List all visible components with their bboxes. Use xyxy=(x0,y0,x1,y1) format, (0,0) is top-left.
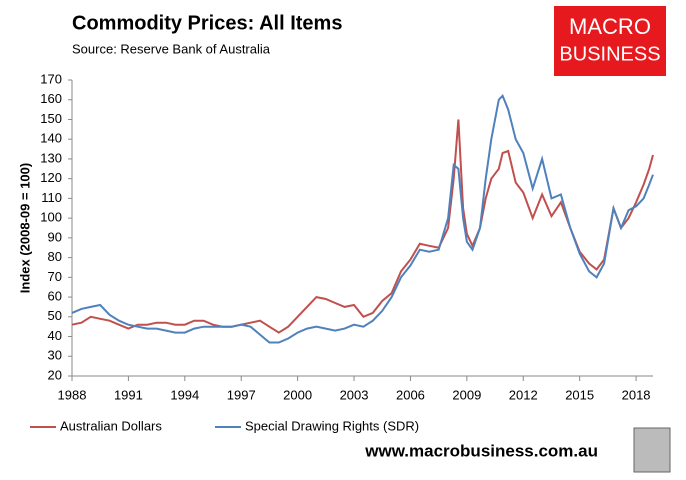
y-tick-label: 90 xyxy=(48,229,62,244)
x-tick-label: 2015 xyxy=(565,387,594,402)
y-tick-label: 60 xyxy=(48,289,62,304)
y-tick-label: 70 xyxy=(48,269,62,284)
x-tick-label: 1994 xyxy=(170,387,199,402)
y-tick-label: 100 xyxy=(40,210,62,225)
wolf-icon xyxy=(633,427,671,473)
legend-label: Special Drawing Rights (SDR) xyxy=(245,418,419,433)
x-tick-label: 2012 xyxy=(509,387,538,402)
logo-text: BUSINESS xyxy=(559,43,660,65)
chart-subtitle: Source: Reserve Bank of Australia xyxy=(72,41,271,56)
series-line xyxy=(71,119,654,334)
x-tick-label: 1988 xyxy=(58,387,87,402)
footer-url: www.macrobusiness.com.au xyxy=(364,441,598,460)
y-tick-label: 80 xyxy=(48,249,62,264)
x-tick-label: 1991 xyxy=(114,387,143,402)
y-tick-label: 140 xyxy=(40,131,62,146)
y-tick-label: 160 xyxy=(40,91,62,106)
x-tick-label: 1997 xyxy=(227,387,256,402)
x-tick-label: 2009 xyxy=(452,387,481,402)
y-tick-label: 40 xyxy=(48,328,62,343)
y-tick-label: 30 xyxy=(48,348,62,363)
y-tick-label: 50 xyxy=(48,308,62,323)
series-line xyxy=(71,94,654,344)
legend-label: Australian Dollars xyxy=(60,418,162,433)
y-tick-label: 170 xyxy=(40,71,62,86)
x-tick-label: 2000 xyxy=(283,387,312,402)
x-tick-label: 2018 xyxy=(622,387,651,402)
y-axis-label: Index (2008-09 = 100) xyxy=(17,163,32,293)
logo-text: MACRO xyxy=(569,14,651,39)
y-tick-label: 130 xyxy=(40,150,62,165)
y-tick-label: 20 xyxy=(48,367,62,382)
y-tick-label: 120 xyxy=(40,170,62,185)
y-tick-label: 150 xyxy=(40,111,62,126)
chart-title: Commodity Prices: All Items xyxy=(72,12,342,34)
logo-box xyxy=(554,6,666,76)
x-tick-label: 2003 xyxy=(340,387,369,402)
x-tick-label: 2006 xyxy=(396,387,425,402)
y-tick-label: 110 xyxy=(41,190,62,205)
